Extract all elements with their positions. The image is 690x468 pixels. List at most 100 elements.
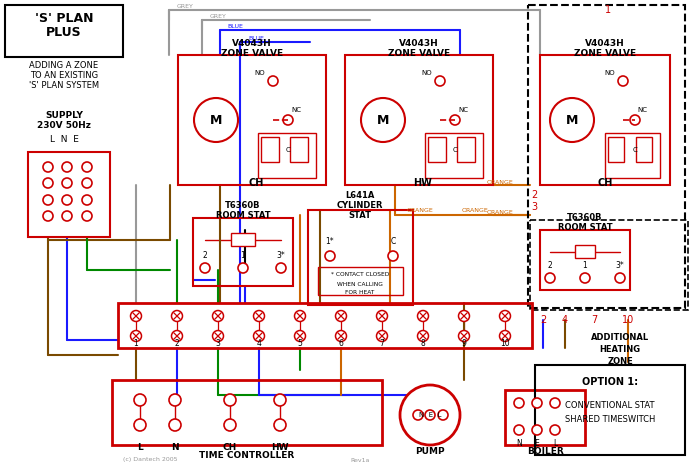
Text: CONVENTIONAL STAT: CONVENTIONAL STAT (565, 401, 655, 410)
Text: N: N (516, 439, 522, 448)
Text: ORANGE: ORANGE (486, 180, 513, 184)
Circle shape (500, 310, 511, 322)
Text: 1: 1 (605, 5, 611, 15)
Circle shape (62, 178, 72, 188)
Circle shape (435, 76, 445, 86)
Bar (530, 220, 688, 310)
Circle shape (274, 419, 286, 431)
Text: HW: HW (271, 444, 288, 453)
Circle shape (82, 211, 92, 221)
Circle shape (276, 263, 286, 273)
Text: 4: 4 (562, 315, 568, 325)
Circle shape (500, 330, 511, 342)
Bar (112, 380, 382, 445)
Circle shape (377, 330, 388, 342)
Circle shape (295, 310, 306, 322)
Text: 10: 10 (622, 315, 634, 325)
Circle shape (130, 330, 141, 342)
Circle shape (400, 385, 460, 445)
Circle shape (169, 419, 181, 431)
Circle shape (514, 398, 524, 408)
Circle shape (335, 330, 346, 342)
Text: 7: 7 (591, 315, 597, 325)
Text: C: C (633, 147, 638, 153)
Circle shape (550, 98, 594, 142)
Text: 2: 2 (548, 261, 553, 270)
Bar (178, 55, 326, 185)
Circle shape (194, 98, 238, 142)
Text: ORANGE: ORANGE (406, 207, 433, 212)
Bar (505, 390, 585, 445)
Circle shape (134, 394, 146, 406)
Text: 'S' PLAN SYSTEM: 'S' PLAN SYSTEM (29, 80, 99, 89)
Bar (261, 137, 279, 162)
Text: NO: NO (255, 70, 266, 76)
Circle shape (43, 195, 53, 205)
Text: STAT: STAT (348, 211, 371, 219)
Text: WHEN CALLING: WHEN CALLING (337, 281, 383, 286)
Text: 5: 5 (297, 339, 302, 349)
Text: NC: NC (458, 107, 468, 113)
Circle shape (62, 162, 72, 172)
Circle shape (268, 76, 278, 86)
Text: C: C (391, 237, 395, 247)
Circle shape (224, 394, 236, 406)
Text: BLUE: BLUE (227, 24, 243, 29)
Text: 3*: 3* (615, 261, 624, 270)
Text: SHARED TIMESWITCH: SHARED TIMESWITCH (565, 416, 656, 424)
Text: 2: 2 (203, 250, 208, 259)
Text: NO: NO (422, 70, 433, 76)
Circle shape (43, 211, 53, 221)
Text: L641A: L641A (345, 190, 375, 199)
Text: HEATING: HEATING (600, 345, 640, 354)
Bar (318, 267, 403, 295)
Circle shape (388, 251, 398, 261)
Circle shape (361, 98, 405, 142)
Bar (308, 210, 413, 305)
Text: 3: 3 (531, 202, 537, 212)
Circle shape (458, 330, 469, 342)
Bar (535, 365, 685, 455)
Text: BOILER: BOILER (526, 447, 563, 456)
Circle shape (43, 162, 53, 172)
Circle shape (532, 398, 542, 408)
Circle shape (550, 398, 560, 408)
Text: NC: NC (637, 107, 647, 113)
Text: 1*: 1* (326, 237, 335, 247)
Text: V4043H: V4043H (399, 38, 439, 47)
Text: 3*: 3* (277, 250, 286, 259)
Circle shape (200, 263, 210, 273)
Text: 3: 3 (215, 339, 220, 349)
Circle shape (213, 310, 224, 322)
Text: BLUE: BLUE (248, 37, 264, 42)
Circle shape (62, 211, 72, 221)
Bar (528, 5, 685, 308)
Text: 9: 9 (462, 339, 466, 349)
Text: M: M (210, 114, 222, 126)
Circle shape (169, 394, 181, 406)
Text: 1: 1 (241, 250, 246, 259)
Circle shape (253, 310, 264, 322)
Text: 2: 2 (175, 339, 179, 349)
Text: 8: 8 (421, 339, 425, 349)
Circle shape (630, 115, 640, 125)
Text: ZONE VALVE: ZONE VALVE (574, 49, 636, 58)
Bar (193, 218, 293, 286)
Circle shape (580, 273, 590, 283)
Circle shape (458, 310, 469, 322)
Circle shape (172, 330, 182, 342)
Text: TIME CONTROLLER: TIME CONTROLLER (199, 451, 295, 460)
Bar (608, 137, 624, 162)
Circle shape (532, 425, 542, 435)
Text: CH: CH (248, 178, 264, 188)
Text: ORANGE: ORANGE (462, 207, 489, 212)
Circle shape (417, 330, 428, 342)
Circle shape (618, 76, 628, 86)
Circle shape (377, 310, 388, 322)
Text: E: E (535, 439, 540, 448)
Text: V4043H: V4043H (585, 38, 625, 47)
Text: GREY: GREY (210, 15, 226, 20)
Circle shape (545, 273, 555, 283)
Bar (290, 137, 308, 162)
Circle shape (295, 330, 306, 342)
